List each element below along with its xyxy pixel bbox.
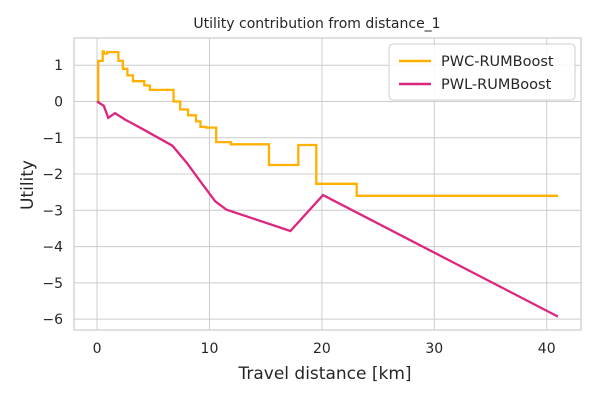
- y-tick-label: 0: [54, 94, 63, 110]
- y-tick-label: −3: [42, 203, 63, 219]
- x-axis-label: Travel distance [km]: [237, 364, 411, 384]
- x-tick-label: 40: [538, 341, 556, 357]
- x-tick-label: 20: [313, 341, 331, 357]
- y-tick-label: −5: [42, 276, 63, 292]
- x-tick-label: 10: [201, 341, 219, 357]
- series-line-pwc: [97, 50, 558, 197]
- series-layer: [96, 50, 559, 318]
- plot-area-frame: [73, 37, 582, 331]
- legend: PWC-RUMBoost PWL-RUMBoost: [388, 43, 576, 101]
- y-tick-label: −4: [42, 240, 63, 256]
- y-tick-label: −1: [42, 131, 63, 147]
- y-axis-label: Utility: [18, 160, 38, 210]
- y-tick-label: 1: [54, 58, 63, 74]
- series-line-pwl: [96, 100, 559, 318]
- x-tick-label: 0: [93, 341, 102, 357]
- legend-frame: [388, 43, 576, 101]
- y-tick-label: −2: [42, 167, 63, 183]
- legend-label-pwl: PWL-RUMBoost: [441, 77, 552, 93]
- x-tick-label: 30: [425, 341, 443, 357]
- chart-title: Utility contribution from distance_1: [193, 16, 440, 32]
- y-tick-label: −6: [42, 312, 63, 328]
- legend-label-pwc: PWC-RUMBoost: [441, 54, 554, 70]
